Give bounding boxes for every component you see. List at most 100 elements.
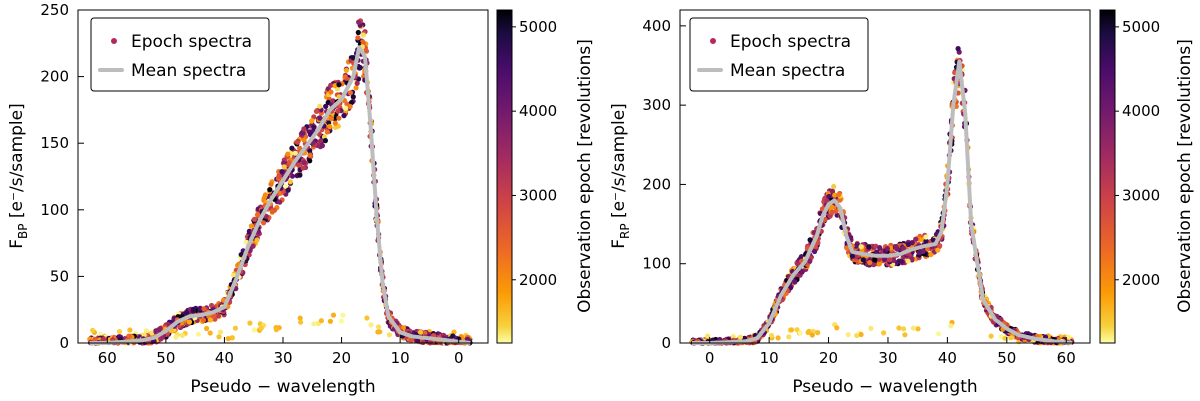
bp-epoch-point (289, 173, 295, 179)
rp-y-tick-label: 200 (642, 175, 671, 193)
bp-epoch-point (204, 325, 210, 332)
rp-colorbar-tick-label: 5000 (1122, 18, 1160, 36)
rp-epoch-point (860, 257, 866, 263)
rp-epoch-point (905, 241, 912, 247)
bp-epoch-point (319, 143, 325, 149)
bp-y-axis-label: FBP [e⁻/s/sample] (7, 103, 30, 248)
rp-epoch-point (891, 257, 897, 263)
bp-epoch-point (276, 173, 282, 179)
bp-epoch-point (356, 19, 362, 25)
rp-epoch-point (786, 334, 792, 340)
bp-epoch-point (420, 339, 426, 345)
bp-colorbar-tick-label: 3000 (519, 186, 557, 204)
bp-x-tick-label: 60 (98, 349, 117, 367)
bp-epoch-point (207, 317, 213, 323)
rp-epoch-point (877, 245, 883, 251)
rp-x-tick-label: 50 (997, 349, 1016, 367)
bp-epoch-point (179, 332, 185, 338)
bp-epoch-point (149, 330, 155, 336)
rp-epoch-point (834, 325, 840, 331)
bp-epoch-point (418, 329, 424, 335)
bp-epoch-point (415, 338, 421, 344)
bp-epoch-point (307, 158, 313, 164)
bp-epoch-point (300, 130, 306, 136)
bp-epoch-point (343, 105, 349, 111)
bp-epoch-point (354, 80, 360, 86)
rp-epoch-point (832, 192, 838, 198)
bp-epoch-point (186, 319, 193, 325)
rp-epoch-point (829, 204, 835, 210)
rp-mean-spectrum-line (691, 59, 1073, 345)
bp-mean-spectrum-line (89, 45, 471, 345)
bp-epoch-point (195, 331, 201, 337)
bp-epoch-point (318, 318, 324, 324)
rp-x-tick-label: 20 (819, 349, 838, 367)
rp-epoch-point (955, 46, 961, 52)
bp-epoch-point (215, 313, 222, 319)
bp-y-tick-label: 250 (40, 1, 69, 19)
rp-epoch-point (849, 253, 856, 259)
rp-epoch-point (884, 246, 891, 252)
rp-epoch-point (1002, 335, 1008, 341)
bp-epoch-point (301, 159, 307, 166)
bp-epoch-point (335, 108, 341, 114)
bp-epoch-point (324, 129, 330, 135)
rp-epoch-point (705, 333, 711, 339)
rp-epoch-point (853, 243, 859, 249)
bp-epoch-point (332, 120, 338, 126)
bp-epoch-point (273, 327, 279, 333)
rp-epoch-point (937, 243, 943, 249)
bp-epoch-point (254, 237, 260, 243)
rp-epoch-point (920, 248, 926, 255)
rp-epoch-point (812, 248, 818, 255)
bp-epoch-point (311, 321, 317, 327)
bp-x-tick-label: 50 (156, 349, 175, 367)
rp-epoch-point (797, 330, 803, 336)
bp-epoch-point (297, 145, 303, 151)
bp-x-tick-label: 10 (391, 349, 410, 367)
rp-epoch-point (896, 325, 902, 331)
rp-y-ticks: 0 100 200 300 400 (642, 17, 686, 352)
bp-epoch-point (317, 115, 323, 121)
bp-epoch-point (232, 325, 238, 331)
bp-epoch-point (340, 312, 346, 318)
bp-colorbar-tick-label: 2000 (519, 271, 557, 289)
bp-epoch-point (363, 48, 370, 54)
bp-epoch-point (100, 337, 106, 343)
bp-epoch-point (347, 103, 353, 110)
rp-epoch-point (998, 334, 1004, 340)
rp-y-tick-label: 0 (661, 334, 671, 352)
bp-epoch-point (386, 332, 392, 338)
rp-colorbar (1099, 9, 1116, 344)
bp-epoch-point (364, 315, 370, 321)
rp-epoch-point (837, 197, 843, 203)
bp-epoch-point (309, 118, 315, 124)
bp-epoch-point (451, 329, 457, 335)
rp-epoch-point (872, 257, 878, 263)
bp-epoch-point (348, 100, 355, 106)
rp-epoch-point (910, 325, 917, 331)
rp-epoch-point (858, 331, 864, 338)
rp-epoch-point (858, 244, 864, 250)
rp-epoch-point (876, 256, 882, 262)
bp-epoch-point (268, 181, 274, 187)
bp-epoch-point (262, 192, 269, 198)
rp-epoch-point (809, 332, 815, 338)
rp-epoch-point (799, 269, 805, 275)
bp-mean-line-layer (89, 45, 471, 345)
bp-epoch-point (377, 329, 383, 335)
bp-x-tick-label: 40 (215, 349, 234, 367)
bp-legend-box (90, 17, 270, 92)
rp-legend-mean-label: Mean spectra (730, 61, 845, 81)
rp-epoch-point (873, 243, 879, 249)
bp-epoch-point (336, 82, 342, 88)
rp-epoch-point (1008, 335, 1014, 341)
rp-legend-epoch-label: Epoch spectra (730, 32, 851, 52)
rp-y-tick-label: 300 (642, 96, 671, 114)
rp-epoch-point (794, 261, 801, 267)
bp-epoch-point (327, 318, 333, 324)
bp-epoch-point (307, 152, 313, 158)
bp-x-ticks: 60 50 40 30 20 10 0 (98, 337, 463, 367)
